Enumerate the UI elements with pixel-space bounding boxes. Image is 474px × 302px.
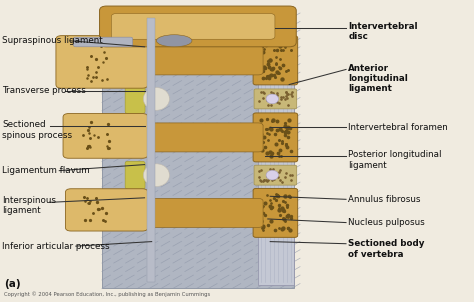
FancyBboxPatch shape bbox=[130, 46, 263, 75]
Text: Posterior longitudinal
ligament: Posterior longitudinal ligament bbox=[348, 150, 442, 170]
FancyBboxPatch shape bbox=[111, 14, 275, 39]
FancyBboxPatch shape bbox=[100, 6, 296, 47]
Text: Interspinous
ligament: Interspinous ligament bbox=[2, 196, 56, 215]
Bar bbox=[102, 12, 294, 288]
Text: Transverse process: Transverse process bbox=[2, 86, 86, 95]
Text: Nucleus pulposus: Nucleus pulposus bbox=[348, 218, 425, 227]
Text: Copyright © 2004 Pearson Education, Inc., publishing as Benjamin Cummings: Copyright © 2004 Pearson Education, Inc.… bbox=[4, 292, 210, 297]
FancyBboxPatch shape bbox=[56, 36, 148, 88]
FancyBboxPatch shape bbox=[254, 89, 297, 109]
FancyBboxPatch shape bbox=[65, 189, 148, 231]
Text: Anterior
longitudinal
ligament: Anterior longitudinal ligament bbox=[348, 64, 408, 93]
FancyBboxPatch shape bbox=[253, 188, 298, 237]
Text: Sectioned
spinous process: Sectioned spinous process bbox=[2, 120, 73, 140]
Ellipse shape bbox=[143, 164, 170, 186]
FancyBboxPatch shape bbox=[253, 36, 298, 85]
FancyBboxPatch shape bbox=[63, 114, 148, 158]
Ellipse shape bbox=[266, 94, 279, 104]
FancyBboxPatch shape bbox=[130, 123, 263, 152]
Text: Intervertebral
disc: Intervertebral disc bbox=[348, 22, 418, 41]
FancyBboxPatch shape bbox=[125, 84, 145, 114]
Ellipse shape bbox=[156, 35, 192, 47]
Text: Intervertebral foramen: Intervertebral foramen bbox=[348, 123, 448, 132]
Text: Annulus fibrosus: Annulus fibrosus bbox=[348, 195, 421, 204]
Ellipse shape bbox=[266, 170, 279, 180]
Text: Sectioned body
of vertebra: Sectioned body of vertebra bbox=[348, 239, 425, 259]
FancyBboxPatch shape bbox=[254, 165, 297, 185]
FancyBboxPatch shape bbox=[100, 116, 154, 137]
FancyBboxPatch shape bbox=[253, 113, 298, 162]
Bar bbox=[258, 15, 294, 285]
FancyBboxPatch shape bbox=[125, 161, 145, 189]
FancyBboxPatch shape bbox=[100, 39, 154, 60]
FancyBboxPatch shape bbox=[73, 37, 133, 47]
Text: Ligamentum flavum: Ligamentum flavum bbox=[2, 166, 90, 175]
Text: (a): (a) bbox=[4, 279, 20, 289]
Bar bbox=[147, 18, 155, 282]
Text: Supraspinous ligament: Supraspinous ligament bbox=[2, 36, 103, 45]
FancyBboxPatch shape bbox=[130, 198, 263, 227]
Ellipse shape bbox=[143, 88, 170, 110]
Text: Inferior articular process: Inferior articular process bbox=[2, 242, 110, 251]
